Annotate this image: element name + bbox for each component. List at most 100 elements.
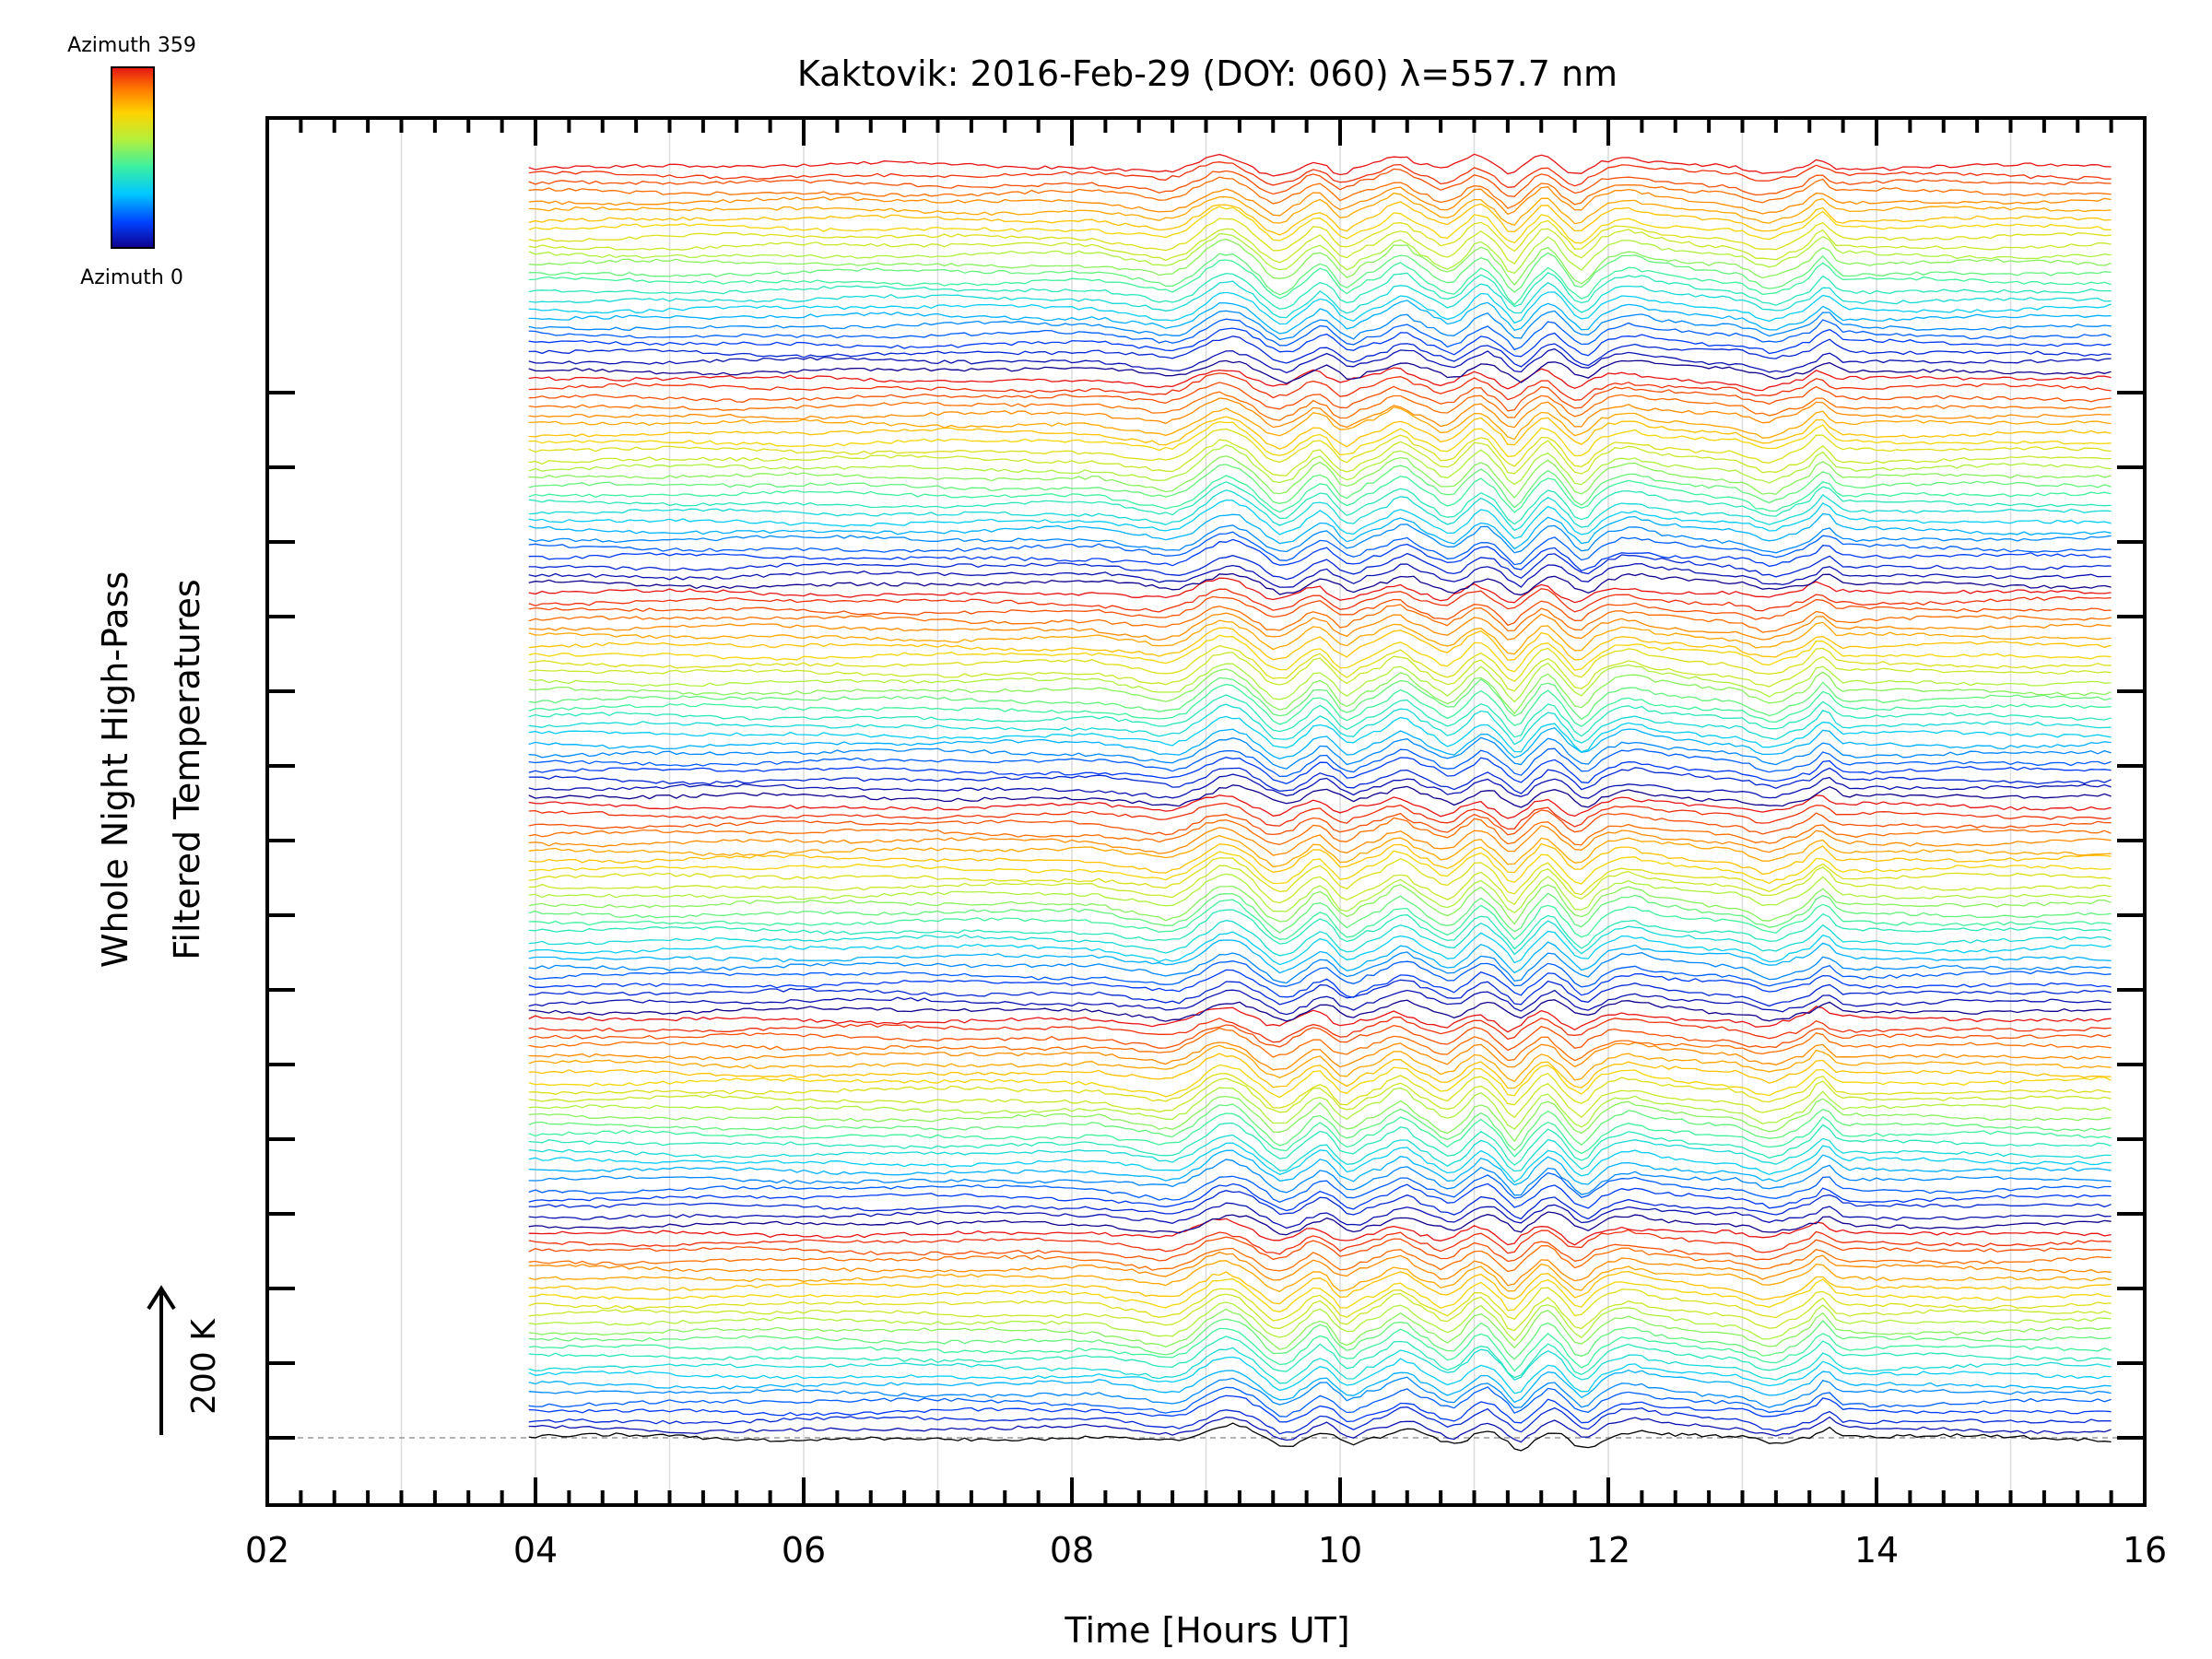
temperature-trace [528,300,2112,335]
temperature-trace [528,1149,2112,1186]
axis-ticks [265,118,2147,1505]
temperature-trace [528,228,2112,265]
y-axis-label-line2: Filtered Temperatures [167,579,207,959]
temperature-trace [528,382,2112,412]
temperature-trace [528,960,2112,988]
temperature-trace [528,1394,2112,1424]
temperature-trace [528,232,2112,275]
temperature-trace [528,577,2112,604]
temperature-trace [528,1103,2112,1151]
temperature-trace [528,884,2112,925]
temperature-trace [528,627,2112,661]
temperature-trace [528,825,2112,856]
temperature-trace [528,1142,2112,1183]
temperature-trace [528,1301,2112,1342]
temperature-trace [528,186,2112,217]
temperature-trace [528,1171,2112,1204]
temperature-trace [528,1202,2112,1230]
temperature-trace [528,1327,2112,1372]
temperature-trace [528,1370,2112,1404]
temperature-trace [528,272,2112,310]
temperature-trace [528,842,2112,876]
temperature-trace [528,809,2112,836]
temperature-trace [528,1053,2112,1089]
temperature-trace [528,421,2112,457]
temperature-trace [528,201,2112,236]
temperature-trace [528,1112,2112,1158]
temperature-trace [528,1064,2112,1099]
temperature-trace [528,736,2112,770]
temperature-trace [528,850,2112,885]
temperature-trace [528,481,2112,525]
temperature-trace [528,367,2112,392]
temperature-trace [528,588,2112,613]
temperature-trace [528,291,2112,325]
y-axis-label-line1: Whole Night High-Pass [95,571,135,968]
temperature-trace [528,259,2112,306]
temperature-trace [528,794,2112,819]
temperature-trace [528,531,2112,566]
colorbar-top-label: Azimuth 359 [67,34,196,57]
temperature-trace [528,327,2112,358]
x-axis-label: Time [Hours UT] [1064,1610,1349,1651]
temperature-trace [528,1386,2112,1418]
temperature-trace [528,176,2112,209]
scale-bar-label: 200 K [185,1318,223,1415]
temperature-trace [528,455,2112,500]
temperature-trace [528,1422,2112,1452]
temperature-trace [528,767,2112,794]
temperature-trace [528,238,2112,287]
temperature-trace [528,969,2112,998]
x-tick-label: 14 [1854,1530,1899,1571]
temperature-trace [528,747,2112,778]
temperature-trace [528,1416,2112,1443]
temperature-trace [528,512,2112,550]
x-tick-label: 12 [1586,1530,1630,1571]
temperature-trace [528,1159,2112,1196]
temperature-trace [528,1122,2112,1166]
temperature-trace [528,930,2112,966]
temperature-trace [528,397,2112,429]
x-tick-label: 08 [1050,1530,1094,1571]
temperature-trace [528,464,2112,509]
temperature-trace [528,644,2112,682]
temperature-trace [528,1347,2112,1384]
chart-title: Kaktovik: 2016-Feb-29 (DOY: 060) λ=557.7… [797,53,1618,94]
temperature-trace [528,857,2112,896]
temperature-trace [528,406,2112,441]
temperature-trace [528,715,2112,753]
temperature-trace [528,899,2112,941]
temperature-trace [528,1006,2112,1033]
temperature-trace [528,1218,2112,1246]
temperature-trace [528,489,2112,532]
temperature-trace [528,391,2112,421]
temperature-trace [528,1376,2112,1408]
x-tick-label: 10 [1318,1530,1362,1571]
temperature-trace [528,538,2112,572]
temperature-trace [528,572,2112,596]
temperature-trace [528,909,2112,950]
temperature-trace [528,683,2112,727]
colorbar [111,66,155,249]
x-tick-label: 04 [513,1530,558,1571]
temperature-trace [528,153,2112,177]
temperature-trace [528,1077,2112,1119]
temperature-trace [528,524,2112,554]
temperature-trace [528,951,2112,984]
temperature-trace [528,668,2112,715]
temperature-trace [528,979,2112,1007]
temperature-trace [528,1260,2112,1293]
temperature-trace [528,726,2112,759]
temperature-trace [528,677,2112,721]
temperature-trace [528,318,2112,351]
temperature-trace [528,475,2112,513]
temperature-trace [528,439,2112,477]
temperature-trace [528,552,2112,581]
temperature-trace [528,1229,2112,1255]
temperature-trace [528,939,2112,974]
x-tick-labels: 02 04 06 08 10 12 14 16 [245,1530,2167,1571]
temperature-trace [528,1027,2112,1062]
temperature-trace [528,1211,2112,1236]
temperature-trace [528,817,2112,846]
temperature-trace [528,310,2112,341]
